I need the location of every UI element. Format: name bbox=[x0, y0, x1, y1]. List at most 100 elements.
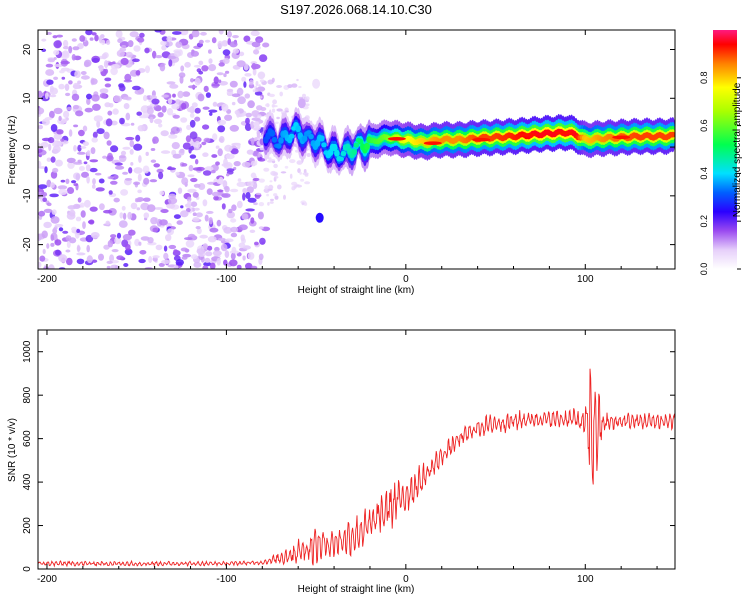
noise-speckle bbox=[230, 218, 237, 223]
noise-speckle bbox=[253, 49, 260, 55]
noise-speckle bbox=[194, 107, 201, 114]
noise-speckle bbox=[300, 178, 305, 182]
ridge-cell bbox=[351, 148, 358, 156]
noise-speckle bbox=[224, 250, 230, 258]
noise-speckle bbox=[116, 255, 124, 260]
noise-speckle bbox=[187, 174, 195, 178]
noise-speckle bbox=[226, 31, 232, 38]
noise-speckle bbox=[241, 213, 249, 220]
noise-speckle bbox=[67, 161, 75, 169]
noise-speckle bbox=[145, 65, 150, 74]
noise-speckle bbox=[217, 125, 226, 133]
y-tick-label: -10 bbox=[22, 188, 33, 203]
noise-speckle bbox=[38, 124, 43, 130]
noise-speckle bbox=[40, 141, 49, 148]
noise-speckle bbox=[93, 115, 103, 122]
noise-speckle bbox=[96, 120, 101, 128]
noise-speckle bbox=[220, 243, 228, 252]
noise-speckle bbox=[217, 119, 227, 126]
snr-x-label: Height of straight line (km) bbox=[298, 584, 415, 595]
noise-speckle bbox=[136, 207, 141, 211]
noise-speckle bbox=[117, 38, 123, 44]
noise-speckle bbox=[103, 209, 113, 214]
noise-speckle bbox=[116, 49, 125, 58]
noise-speckle bbox=[237, 96, 246, 105]
noise-speckle bbox=[110, 64, 120, 69]
snr-frame bbox=[37, 329, 676, 570]
noise-speckle bbox=[243, 81, 247, 88]
colorbar-tick-label: 0.8 bbox=[699, 72, 709, 85]
noise-speckle bbox=[49, 193, 59, 198]
noise-speckle bbox=[44, 92, 49, 100]
noise-speckle bbox=[153, 118, 163, 124]
noise-speckle bbox=[253, 121, 260, 127]
noise-speckle bbox=[299, 171, 302, 175]
noise-speckle bbox=[268, 93, 275, 98]
noise-speckle bbox=[254, 91, 263, 96]
noise-speckle bbox=[166, 203, 176, 209]
noise-speckle bbox=[60, 138, 65, 142]
noise-speckle bbox=[182, 91, 191, 97]
noise-speckle bbox=[53, 107, 63, 115]
noise-speckle bbox=[209, 262, 216, 269]
noise-speckle bbox=[146, 107, 154, 115]
noise-speckle bbox=[77, 80, 82, 85]
noise-speckle bbox=[257, 152, 261, 158]
noise-speckle bbox=[238, 242, 246, 249]
noise-speckle bbox=[137, 125, 146, 132]
noise-speckle bbox=[137, 37, 145, 43]
noise-speckle bbox=[222, 180, 228, 188]
noise-speckle bbox=[38, 160, 42, 168]
noise-speckle bbox=[123, 263, 129, 267]
noise-speckle bbox=[91, 137, 98, 143]
noise-speckle bbox=[236, 200, 243, 209]
noise-speckle bbox=[73, 124, 79, 128]
noise-speckle bbox=[58, 254, 68, 263]
noise-speckle bbox=[63, 110, 70, 118]
noise-speckle bbox=[154, 105, 162, 112]
noise-speckle bbox=[254, 194, 261, 200]
noise-speckle bbox=[222, 49, 231, 56]
noise-speckle bbox=[218, 79, 222, 83]
noise-speckle bbox=[225, 70, 230, 74]
noise-speckle bbox=[194, 77, 201, 86]
noise-speckle bbox=[80, 210, 86, 218]
noise-speckle bbox=[56, 34, 63, 38]
noise-speckle bbox=[79, 166, 85, 171]
noise-speckle bbox=[172, 153, 182, 159]
noise-speckle bbox=[160, 150, 171, 154]
noise-speckle bbox=[230, 226, 239, 233]
noise-speckle bbox=[61, 76, 66, 80]
noise-speckle bbox=[218, 30, 224, 35]
noise-speckle bbox=[217, 148, 223, 157]
noise-speckle bbox=[149, 116, 154, 124]
noise-speckle bbox=[166, 81, 176, 85]
noise-speckle bbox=[130, 122, 135, 126]
noise-speckle bbox=[231, 93, 241, 98]
noise-speckle bbox=[245, 112, 252, 118]
noise-speckle bbox=[291, 83, 298, 88]
noise-speckle bbox=[187, 107, 194, 113]
noise-speckle bbox=[106, 39, 111, 45]
noise-speckle bbox=[102, 155, 108, 159]
noise-speckle bbox=[86, 97, 91, 105]
noise-speckle bbox=[199, 234, 208, 239]
noise-speckle bbox=[43, 208, 53, 213]
noise-speckle bbox=[54, 223, 64, 228]
noise-speckle bbox=[222, 57, 230, 64]
ridge-cell bbox=[334, 149, 340, 157]
noise-speckle bbox=[50, 182, 55, 189]
noise-speckle bbox=[306, 153, 311, 157]
noise-speckle bbox=[177, 187, 183, 194]
noise-speckle bbox=[122, 96, 132, 101]
noise-speckle bbox=[121, 45, 127, 48]
noise-speckle bbox=[208, 109, 218, 113]
noise-speckle bbox=[166, 167, 177, 171]
noise-speckle bbox=[38, 261, 42, 269]
noise-speckle bbox=[181, 102, 187, 110]
noise-speckle bbox=[123, 103, 130, 110]
noise-speckle bbox=[91, 32, 97, 36]
noise-speckle bbox=[48, 143, 52, 151]
noise-speckle bbox=[86, 93, 92, 100]
